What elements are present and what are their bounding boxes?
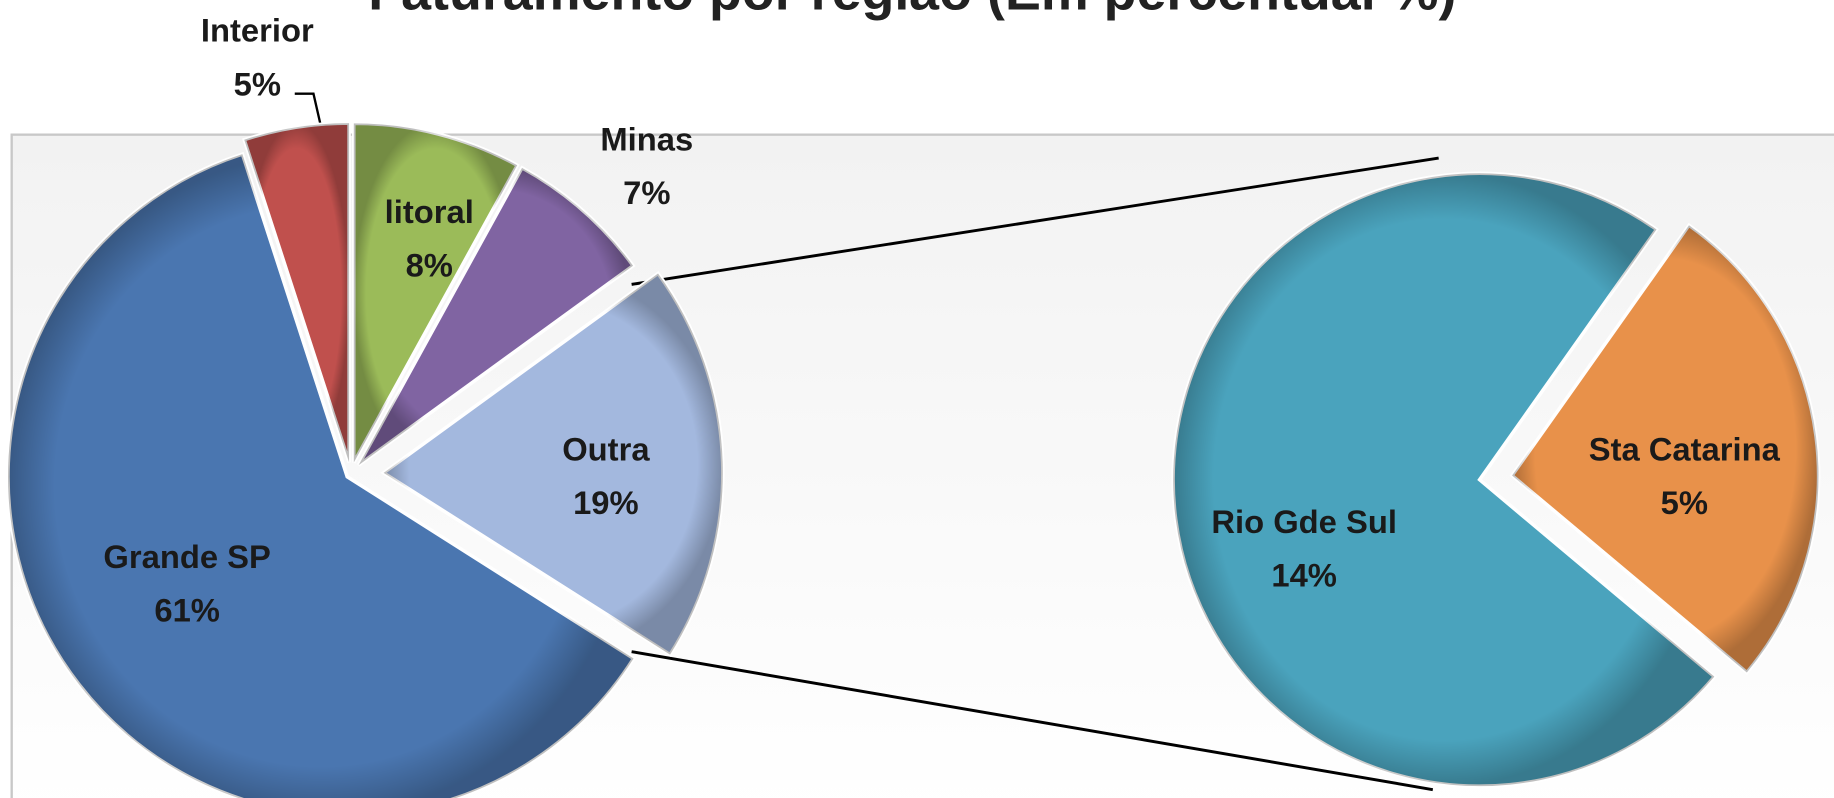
slice-label: Interior [201, 12, 314, 49]
leader-line [294, 92, 324, 135]
slice-label: Rio Gde Sul [1211, 503, 1397, 540]
slice-value-label: 61% [154, 592, 220, 629]
chart-title: Faturamento por região (Em percentual %) [368, 0, 1456, 22]
slice-value-label: 19% [573, 484, 639, 521]
slice-label: litoral [385, 193, 474, 230]
slice-label: Outra [562, 430, 650, 467]
slice-label: Minas [600, 120, 693, 157]
slice-label: Sta Catarina [1589, 430, 1781, 467]
slice-label: Grande SP [103, 538, 270, 575]
slice-value-label: 8% [406, 247, 453, 284]
slice-value-label: 5% [1661, 484, 1708, 521]
slice-value-label: 7% [623, 174, 670, 211]
slice-value-label: 5% [234, 65, 281, 102]
slice-value-label: 14% [1271, 557, 1337, 594]
